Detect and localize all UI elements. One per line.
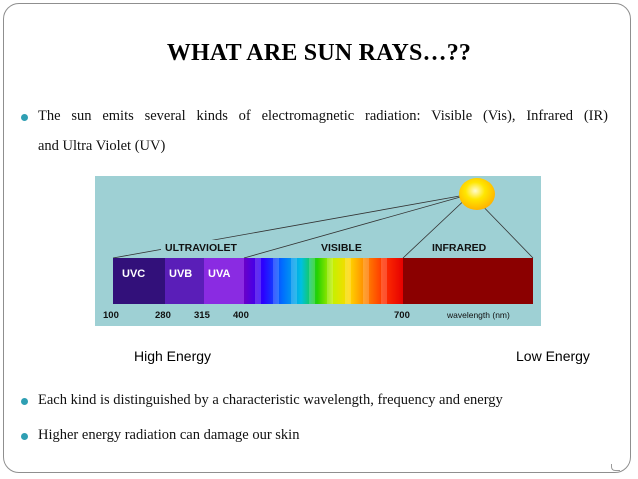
visible-band-stripes	[255, 258, 387, 304]
ultraviolet-label-bg	[161, 240, 257, 253]
infrared-label-bg	[425, 240, 501, 253]
uvb-label: UVB	[169, 268, 192, 280]
low-energy-label: Low Energy	[516, 348, 590, 364]
slide-title: WHAT ARE SUN RAYS…??	[166, 40, 472, 66]
bullet-text-1-continued: and Ultra Violet (UV)	[38, 138, 166, 154]
infrared-label: INFRARED	[432, 242, 487, 254]
tick-label-700: 700	[394, 310, 410, 321]
tick-label-280: 280	[155, 310, 171, 321]
bullet-dot	[21, 398, 28, 405]
tick-label-400: 400	[233, 310, 249, 321]
uvc-band	[113, 258, 165, 304]
ultraviolet-label: ULTRAVIOLET	[165, 242, 238, 254]
visible-band	[244, 258, 403, 304]
high-energy-label: High Energy	[134, 348, 212, 364]
uva-band	[204, 258, 244, 304]
tick-label-315: 315	[194, 310, 211, 321]
tick-label-100: 100	[103, 310, 119, 321]
sun-icon	[459, 178, 495, 210]
bullet-text-2: Each kind is distinguished by a characte…	[38, 392, 503, 408]
visible-label-bg	[317, 240, 381, 253]
uvc-label: UVC	[122, 268, 145, 280]
infrared-band	[403, 258, 533, 304]
visible-label: VISIBLE	[321, 242, 362, 254]
uvb-band	[165, 258, 204, 304]
bullet-text-3: Higher energy radiation can damage our s…	[38, 427, 300, 443]
uva-label: UVA	[208, 268, 230, 280]
bullet-dot	[21, 114, 28, 121]
spectrum-svg: ULTRAVIOLET VISIBLE INFRARED UVC UVB UVA…	[103, 193, 534, 321]
slide-corner-mark	[611, 464, 620, 471]
bullet-text-1: The sun emits several kinds of electroma…	[38, 108, 608, 124]
bullet-dot	[21, 433, 28, 440]
wavelength-axis-label: wavelength (nm)	[446, 310, 510, 320]
